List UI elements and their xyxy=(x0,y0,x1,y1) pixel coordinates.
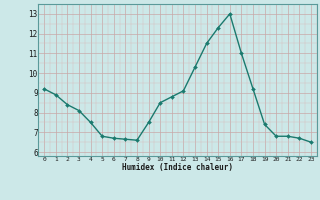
X-axis label: Humidex (Indice chaleur): Humidex (Indice chaleur) xyxy=(122,163,233,172)
